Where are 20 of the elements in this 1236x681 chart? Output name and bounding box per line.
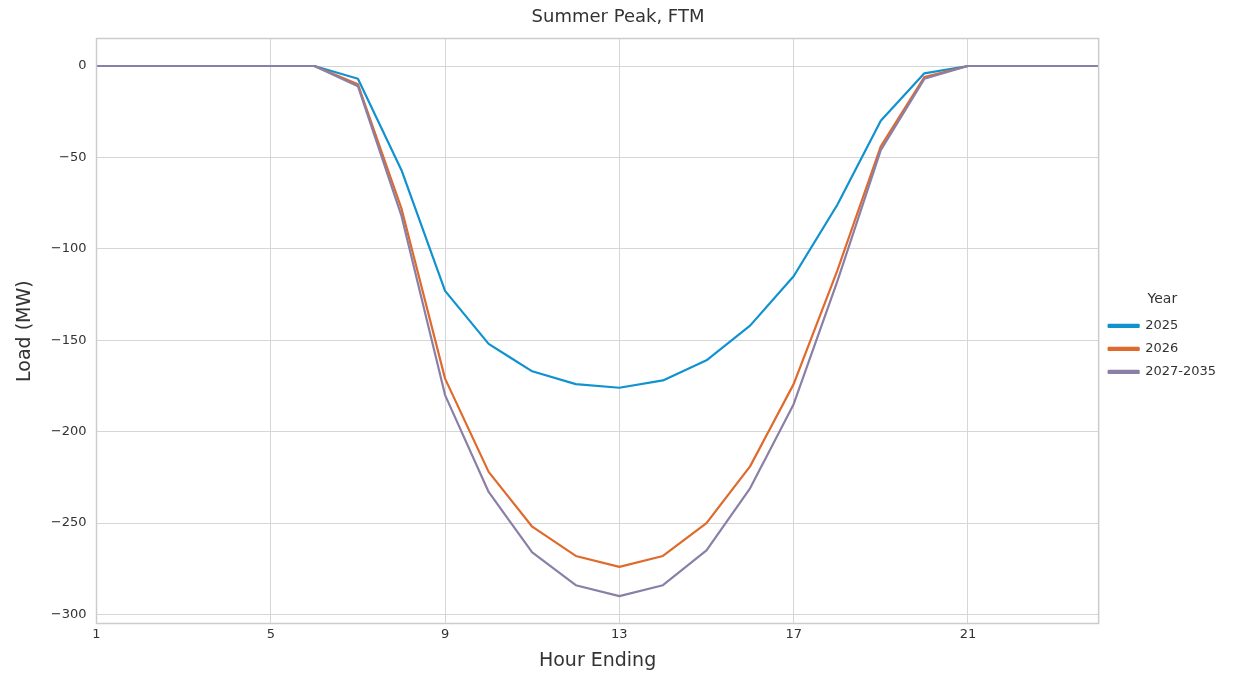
x-tick-label: 1: [92, 625, 101, 641]
x-tick-label: 9: [440, 625, 450, 641]
y-tick-label: −250: [50, 514, 87, 530]
x-axis-title: Hour Ending: [538, 647, 657, 670]
chart-title: Summer Peak, FTM: [531, 5, 705, 27]
y-tick-label: −100: [50, 240, 87, 256]
x-tick-label: 5: [266, 625, 275, 641]
y-tick-label: −50: [59, 148, 87, 164]
y-tick-label: −150: [50, 331, 87, 347]
x-tick-label: 17: [785, 625, 802, 641]
y-tick-label: −300: [50, 605, 87, 621]
y-tick-label: 0: [78, 57, 87, 73]
x-tick-label: 21: [959, 625, 977, 641]
legend-label: 2025: [1145, 317, 1179, 333]
legend-title: Year: [1146, 290, 1178, 307]
legend-label: 2027-2035: [1145, 363, 1216, 379]
legend-label: 2026: [1145, 340, 1179, 356]
x-tick-label: 13: [611, 625, 628, 641]
y-tick-label: −200: [50, 423, 87, 439]
y-axis-title: Load (MW): [12, 280, 35, 382]
